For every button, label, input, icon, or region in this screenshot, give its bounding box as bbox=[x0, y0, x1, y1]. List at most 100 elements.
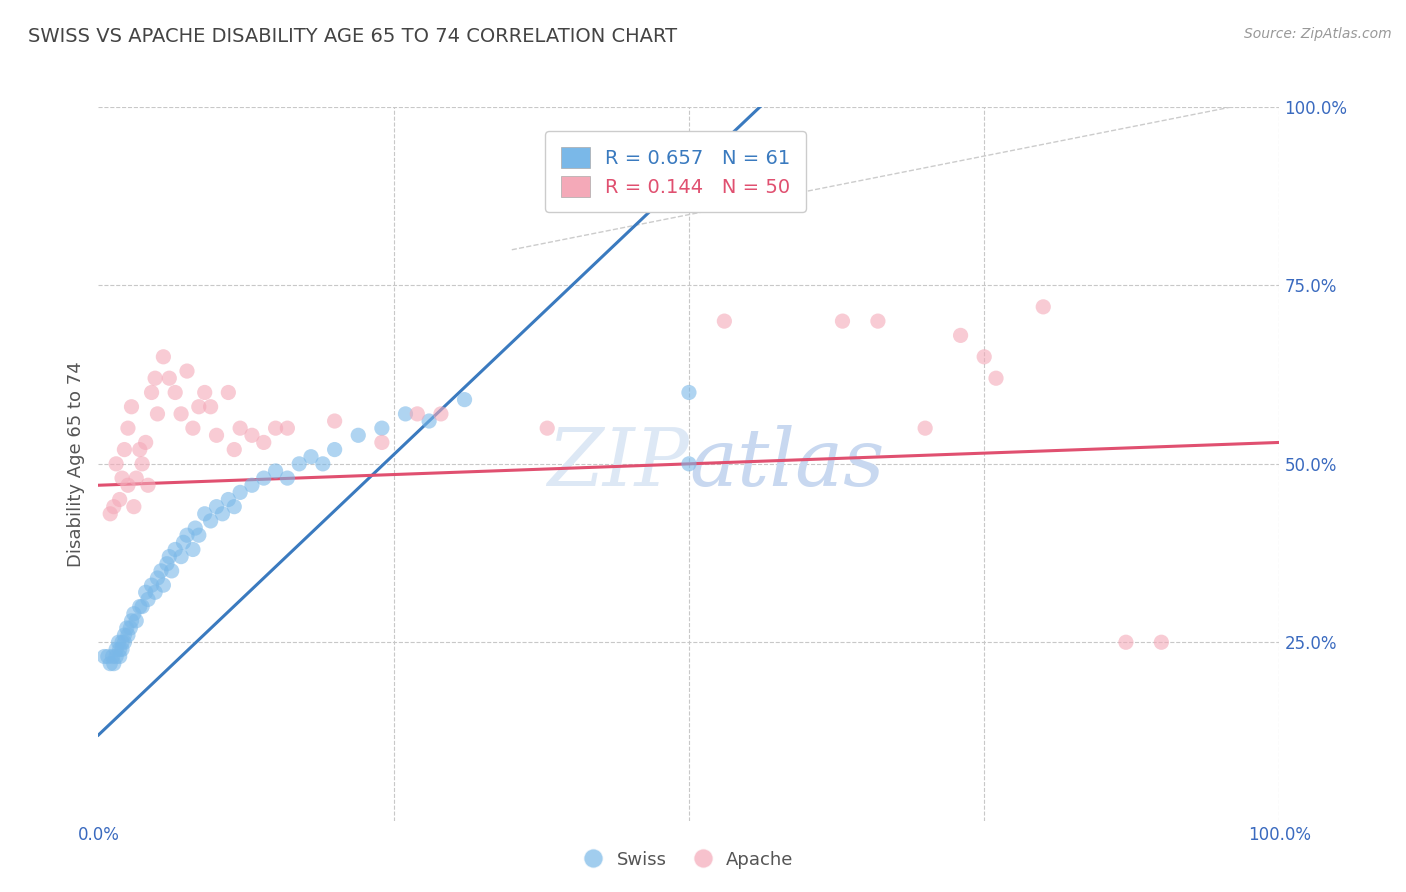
Point bbox=[112, 442, 135, 457]
Point bbox=[117, 478, 139, 492]
Point bbox=[108, 649, 131, 664]
Point bbox=[112, 635, 135, 649]
Point bbox=[205, 428, 228, 442]
Point bbox=[1115, 635, 1137, 649]
Point bbox=[170, 549, 193, 564]
Point bbox=[224, 442, 246, 457]
Point bbox=[146, 571, 169, 585]
Point bbox=[125, 471, 148, 485]
Point bbox=[117, 628, 139, 642]
Point bbox=[152, 350, 174, 364]
Point bbox=[103, 500, 125, 514]
Point bbox=[108, 642, 131, 657]
Point bbox=[678, 457, 700, 471]
Text: SWISS VS APACHE DISABILITY AGE 65 TO 74 CORRELATION CHART: SWISS VS APACHE DISABILITY AGE 65 TO 74 … bbox=[28, 27, 678, 45]
Point bbox=[1150, 635, 1173, 649]
Point bbox=[176, 528, 198, 542]
Point bbox=[101, 649, 124, 664]
Point bbox=[229, 485, 252, 500]
Point bbox=[453, 392, 475, 407]
Point bbox=[240, 478, 263, 492]
Point bbox=[418, 414, 440, 428]
Point bbox=[371, 435, 394, 450]
Point bbox=[323, 414, 346, 428]
Point bbox=[115, 621, 138, 635]
Y-axis label: Disability Age 65 to 74: Disability Age 65 to 74 bbox=[66, 361, 84, 566]
Point bbox=[97, 649, 120, 664]
Point bbox=[176, 364, 198, 378]
Point bbox=[264, 421, 287, 435]
Point bbox=[187, 400, 209, 414]
Point bbox=[276, 471, 298, 485]
Point bbox=[122, 500, 145, 514]
Point bbox=[111, 635, 134, 649]
Point bbox=[105, 642, 128, 657]
Text: Source: ZipAtlas.com: Source: ZipAtlas.com bbox=[1244, 27, 1392, 41]
Point bbox=[120, 621, 142, 635]
Point bbox=[288, 457, 311, 471]
Point bbox=[112, 628, 135, 642]
Point bbox=[200, 514, 222, 528]
Point bbox=[200, 400, 222, 414]
Point bbox=[713, 314, 735, 328]
Point bbox=[111, 471, 134, 485]
Point bbox=[150, 564, 173, 578]
Point bbox=[973, 350, 995, 364]
Point bbox=[187, 528, 209, 542]
Point bbox=[141, 578, 163, 592]
Point bbox=[165, 542, 187, 557]
Point bbox=[394, 407, 416, 421]
Point bbox=[184, 521, 207, 535]
Point bbox=[131, 457, 153, 471]
Point bbox=[312, 457, 335, 471]
Point bbox=[146, 407, 169, 421]
Point bbox=[299, 450, 322, 464]
Point bbox=[143, 371, 166, 385]
Point bbox=[240, 428, 263, 442]
Text: atlas: atlas bbox=[689, 425, 884, 502]
Point bbox=[136, 592, 159, 607]
Point bbox=[276, 421, 298, 435]
Point bbox=[121, 400, 143, 414]
Point bbox=[229, 421, 252, 435]
Point bbox=[135, 585, 157, 599]
Point bbox=[194, 385, 217, 400]
Point bbox=[323, 442, 346, 457]
Point bbox=[224, 500, 246, 514]
Point bbox=[181, 542, 204, 557]
Point bbox=[107, 635, 129, 649]
Point bbox=[131, 599, 153, 614]
Point bbox=[121, 614, 143, 628]
Point bbox=[217, 385, 239, 400]
Point bbox=[128, 442, 150, 457]
Point bbox=[181, 421, 204, 435]
Point bbox=[347, 428, 370, 442]
Point bbox=[211, 507, 233, 521]
Point bbox=[217, 492, 239, 507]
Point bbox=[165, 385, 187, 400]
Point bbox=[536, 421, 558, 435]
Point bbox=[194, 507, 217, 521]
Point bbox=[866, 314, 889, 328]
Point bbox=[430, 407, 453, 421]
Text: ZIP: ZIP bbox=[547, 425, 689, 502]
Point bbox=[128, 599, 150, 614]
Point bbox=[122, 607, 145, 621]
Point bbox=[105, 649, 128, 664]
Legend: Swiss, Apache: Swiss, Apache bbox=[576, 844, 801, 876]
Point bbox=[160, 564, 183, 578]
Point bbox=[157, 549, 180, 564]
Point bbox=[949, 328, 972, 343]
Point bbox=[914, 421, 936, 435]
Point bbox=[253, 471, 276, 485]
Point bbox=[264, 464, 287, 478]
Point bbox=[141, 385, 163, 400]
Point bbox=[984, 371, 1007, 385]
Point bbox=[172, 535, 194, 549]
Point bbox=[98, 507, 121, 521]
Point bbox=[406, 407, 429, 421]
Point bbox=[678, 385, 700, 400]
Point bbox=[143, 585, 166, 599]
Point bbox=[111, 642, 134, 657]
Point bbox=[152, 578, 174, 592]
